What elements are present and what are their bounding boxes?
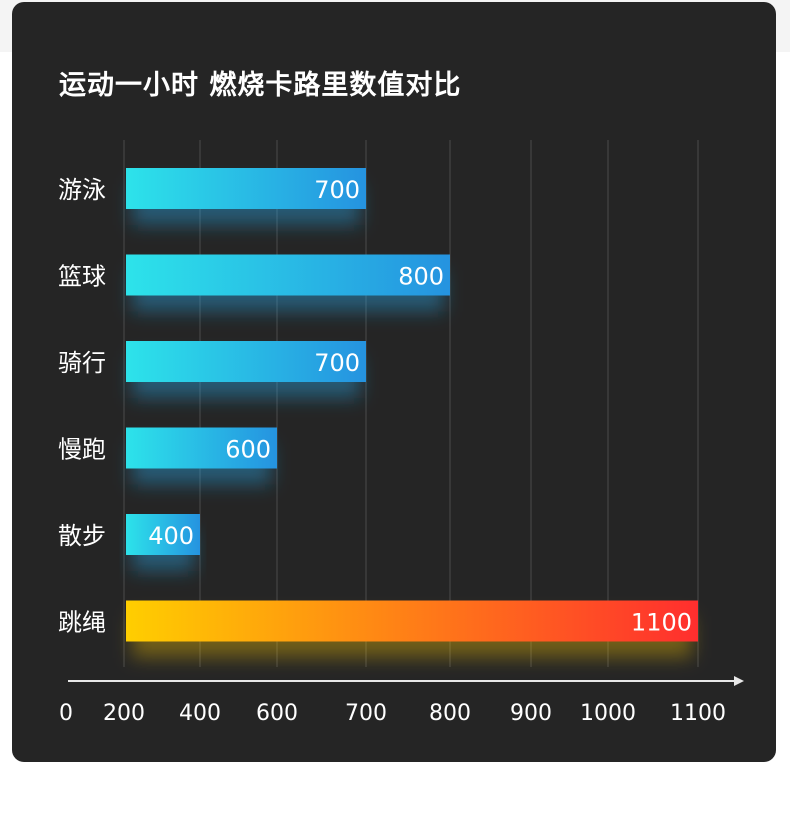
bar bbox=[126, 514, 200, 555]
x-tick-label: 600 bbox=[256, 701, 298, 726]
x-tick-label: 700 bbox=[345, 701, 387, 726]
bar bbox=[126, 341, 366, 382]
chart-title: 运动一小时 燃烧卡路里数值对比 bbox=[59, 70, 462, 101]
x-tick-label: 1000 bbox=[580, 701, 636, 726]
bar-value-label: 1100 bbox=[631, 609, 692, 637]
category-label: 篮球 bbox=[58, 263, 106, 291]
x-tick-label: 900 bbox=[510, 701, 552, 726]
bar-value-label: 700 bbox=[314, 349, 360, 377]
x-tick-label: 200 bbox=[103, 701, 145, 726]
bar-value-label: 400 bbox=[148, 522, 194, 550]
bar bbox=[126, 427, 277, 469]
bar bbox=[126, 254, 450, 296]
x-tick-label: 1100 bbox=[670, 701, 726, 726]
bar-value-label: 700 bbox=[314, 176, 360, 204]
category-label: 慢跑 bbox=[58, 436, 106, 464]
x-tick-label: 0 bbox=[59, 701, 73, 726]
bar bbox=[126, 600, 698, 642]
x-tick-label: 400 bbox=[179, 701, 221, 726]
category-label: 跳绳 bbox=[58, 609, 106, 637]
category-label: 散步 bbox=[58, 522, 106, 550]
bar bbox=[126, 168, 366, 209]
x-tick-label: 800 bbox=[429, 701, 471, 726]
bar-value-label: 600 bbox=[225, 436, 271, 464]
category-label: 骑行 bbox=[58, 349, 106, 377]
x-axis-arrow bbox=[734, 676, 744, 686]
bar-chart: 700 游泳 800 篮球 700 骑行 600 慢跑 400 散步 1100 跳绳 0 200 400 60… bbox=[58, 140, 744, 726]
chart-card: 运动一小时 燃烧卡路里数值对比 700 游泳 800 篮球 700 骑行 600 慢跑 400 散… bbox=[12, 2, 776, 762]
bar-value-label: 800 bbox=[398, 263, 444, 291]
category-label: 游泳 bbox=[58, 176, 106, 204]
